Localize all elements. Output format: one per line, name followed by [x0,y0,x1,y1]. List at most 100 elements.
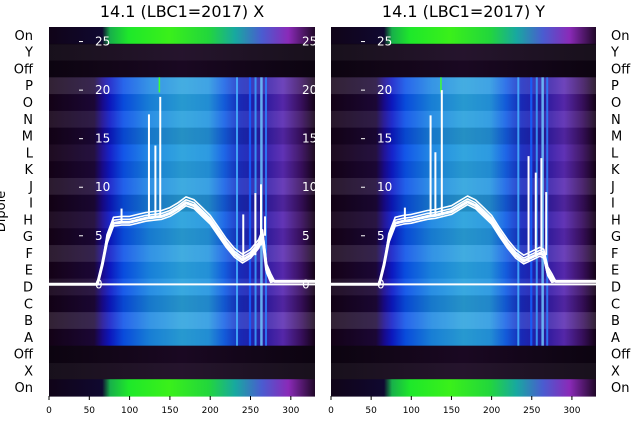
overlay-y-tick-label: 10 [302,180,317,194]
heatmap-band [541,77,544,346]
overlay-y-tick-label: 25 [377,35,392,49]
heatmap-row [331,261,596,280]
dipole-label: Y [24,46,33,61]
dipole-label: X [24,364,33,379]
heatmap-row-shade [331,228,596,246]
heatmap-row [49,379,315,397]
heatmap-band [158,77,161,93]
dipole-label: M [611,130,622,145]
heatmap-row [49,110,315,129]
dipole-label: G [23,230,33,245]
overlay-y-tick-label: 20 [377,83,392,97]
dipole-label: On [611,29,629,44]
heatmap-row-shade [49,228,315,246]
dipole-label: H [611,213,621,228]
heatmap-row-shade [49,77,315,95]
panel-title: 14.1 (LBC1=2017) X [100,2,264,21]
heatmap-row-shade [49,94,315,112]
heatmap-band [440,77,442,93]
heatmap-row-shade [331,245,596,263]
heatmap-row [49,60,315,78]
x-tick-label: 100 [121,406,138,416]
x-tick-label: 250 [523,406,540,416]
x-tick-label: 200 [483,406,500,416]
overlay-y-tick-label: 5 [377,229,385,243]
heatmap-row-shade [331,211,596,229]
heatmap-row [331,362,596,380]
x-tick-label: 150 [443,406,460,416]
dipole-label: C [611,297,620,312]
x-tick-label: 50 [84,406,96,416]
heatmap-row [331,43,596,62]
heatmap-row-shade [331,328,596,347]
dipole-label: Off [14,62,34,77]
dipole-label: I [611,197,615,212]
heatmap-row-shade [49,127,315,146]
dipole-label: J [610,180,615,195]
dipole-label: Off [611,348,631,363]
dipole-label: K [611,163,620,178]
heatmap-row [331,295,596,313]
overlay-y-tick-label: 5 [95,229,103,243]
heatmap-row [331,161,596,179]
heatmap-row [49,77,315,95]
x-tick-label: 50 [365,406,377,416]
dipole-label: On [15,381,33,396]
dipole-label: P [25,79,33,94]
heatmap-row [331,110,596,129]
heatmap-row [331,278,596,296]
heatmap-row [331,345,596,364]
heatmap-band [530,77,533,346]
heatmap-row [331,144,596,162]
heatmap-row-shade [331,312,596,330]
heatmap-row-shade [331,110,596,129]
heatmap-row-shade [331,77,596,95]
overlay-y-tick-label: 0 [302,277,310,291]
dipole-label: X [611,364,620,379]
heatmap-row [49,177,315,196]
dipole-label: A [24,331,33,346]
heatmap-row [331,228,596,246]
heatmap-row [331,60,596,78]
overlay-y-tick-label: 25 [95,35,110,49]
heatmap-row [331,177,596,196]
dipole-label: M [22,130,33,145]
overlay-y-tick-label: 20 [95,83,110,97]
heatmap-row [49,261,315,280]
overlay-curve [331,203,596,286]
x-tick-label: 300 [563,406,580,416]
heatmap-row [49,127,315,146]
dipole-label: O [611,96,621,111]
heatmap-row-shade [331,144,596,162]
x-tick-label: 100 [403,406,420,416]
dipole-label: G [611,230,621,245]
heatmap-band [248,77,252,346]
heatmap-row-shade [331,161,596,179]
heatmap-row [49,228,315,246]
heatmap-row-shade [331,261,596,280]
heatmap-row-shade [49,211,315,229]
x-tick-label: 150 [161,406,178,416]
heatmap-row [49,345,315,364]
heatmap-row [331,77,596,95]
heatmap-row [49,43,315,62]
heatmap-row [49,211,315,229]
heatmap-row-shade [49,245,315,263]
heatmap-row [49,295,315,313]
heatmap-row-shade [49,144,315,162]
dipole-label: F [26,247,33,262]
x-tick-label: 0 [46,406,52,416]
heatmap-row-shade [49,261,315,280]
dipole-label: Off [611,62,631,77]
heatmap-row [331,211,596,229]
heatmap-band [517,77,520,346]
dipole-label: D [611,280,621,295]
overlay-y-tick-label: 25 [302,35,317,49]
heatmap-row-shade [49,177,315,196]
x-tick-label: 300 [282,406,299,416]
dipole-label: F [611,247,618,262]
dipole-label: J [28,180,33,195]
